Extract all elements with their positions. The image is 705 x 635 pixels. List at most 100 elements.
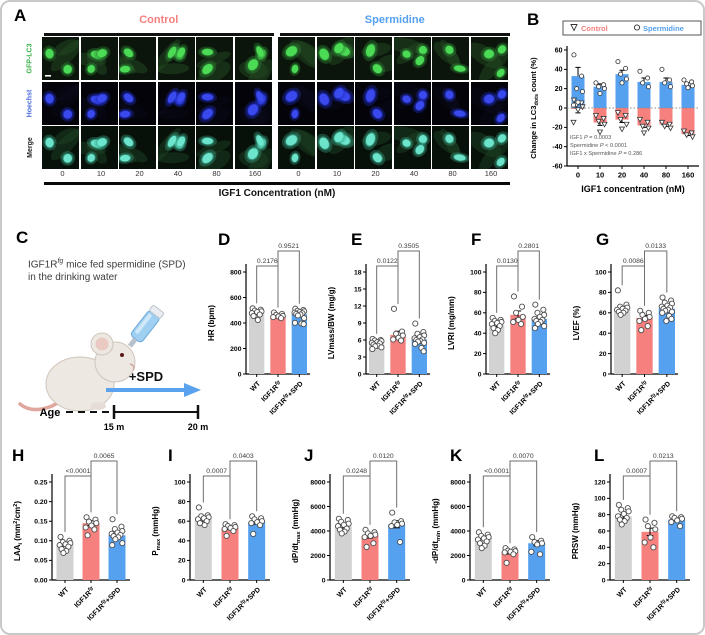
- panel-k: K 0 2000 4000 6000 8000 <0.0001 0.0070 WT IGF1Rfg…: [424, 446, 557, 633]
- micrograph-cell: [42, 81, 79, 125]
- micrograph-cell: [42, 126, 79, 169]
- concentration-label: 40: [409, 169, 419, 178]
- panel-d-letter: D: [218, 230, 231, 249]
- svg-text:0.9521: 0.9521: [278, 243, 299, 250]
- micrograph-cell: [355, 126, 392, 169]
- svg-text:40: 40: [178, 538, 186, 545]
- caption-line2: in the drinking water: [28, 271, 118, 283]
- svg-text:LVEF (%): LVEF (%): [572, 305, 581, 340]
- concentration-label: 40: [173, 169, 183, 178]
- svg-text:-60: -60: [552, 163, 562, 170]
- mouse-illustration: +SPD Age 15 m 20 m: [18, 305, 208, 432]
- microscopy-grid: GFP-LC3 Hoechst Merge: [27, 37, 509, 171]
- micrograph-cell: [157, 37, 195, 80]
- svg-text:0.0403: 0.0403: [233, 453, 254, 460]
- svg-text:80: 80: [474, 290, 482, 297]
- svg-text:80: 80: [178, 499, 186, 506]
- svg-text:0.0130: 0.0130: [497, 258, 518, 265]
- svg-text:LVRI (mg/mm): LVRI (mg/mm): [447, 296, 456, 350]
- panel-g: G 0 20 40 60 80 100 0.0086 0.0133 WT IGF1Rfg IGF1Rf…: [567, 230, 685, 439]
- microscopy-row: GFP-LC3: [27, 37, 509, 80]
- svg-text:40: 40: [555, 67, 563, 74]
- microscopy-row: Merge: [27, 126, 509, 169]
- row-label: Merge: [26, 137, 34, 158]
- svg-text:6000: 6000: [450, 504, 465, 511]
- svg-text:80: 80: [599, 290, 607, 297]
- panel-c-letter: C: [16, 228, 29, 247]
- svg-text:0.0122: 0.0122: [377, 258, 398, 265]
- svg-text:8000: 8000: [310, 479, 325, 486]
- panel-f-chart: 0204060801000.01300.2801WTIGF1RfgIGF1Rfg…: [447, 243, 550, 416]
- panel-b-letter: B: [527, 10, 540, 29]
- micrograph-cell: [432, 126, 469, 169]
- row-label: Hoechst: [26, 89, 34, 117]
- caption-genotype: IGF1R: [28, 259, 58, 271]
- svg-text:IGF1Rfg: IGF1Rfg: [211, 585, 235, 609]
- panel-e-letter: E: [351, 230, 363, 249]
- svg-text:WT: WT: [336, 586, 349, 599]
- panel-d: D 0 200 400 600 800 0.2176 0.9521 WT IGF1Rfg IGF1R…: [202, 230, 317, 439]
- micrograph-cell: [196, 81, 233, 125]
- svg-text:120: 120: [594, 479, 606, 486]
- svg-text:IGF1 concentration (nM): IGF1 concentration (nM): [581, 184, 685, 194]
- micrograph-cell: [234, 37, 272, 80]
- svg-text:60: 60: [599, 310, 607, 317]
- micrograph-cell: [470, 37, 508, 80]
- svg-text:Spermidine: Spermidine: [643, 24, 684, 33]
- svg-text:-dP/dtmin (mmHg): -dP/dtmin (mmHg): [431, 498, 442, 564]
- svg-text:4000: 4000: [450, 528, 465, 535]
- svg-text:WT: WT: [196, 586, 209, 599]
- micrograph-cell: [316, 81, 354, 125]
- svg-text:3: 3: [358, 354, 362, 361]
- panel-b: B Control Spermidine -60 -40 -20 0 20 40 60 IGF1 …: [525, 10, 703, 222]
- micrograph-cell: [157, 81, 195, 125]
- svg-text:60: 60: [598, 528, 606, 535]
- svg-text:IGF1Rfg: IGF1Rfg: [626, 379, 650, 403]
- panel-f-letter: F: [471, 230, 482, 249]
- micrograph-cell: [470, 126, 508, 169]
- svg-text:80: 80: [662, 171, 670, 180]
- svg-text:600: 600: [230, 295, 242, 302]
- micrograph-cell: [470, 81, 508, 125]
- svg-text:0.0133: 0.0133: [645, 243, 666, 250]
- svg-text:dP/dtmax (mmHg): dP/dtmax (mmHg): [291, 499, 302, 563]
- svg-text:2000: 2000: [310, 553, 325, 560]
- svg-text:0.2801: 0.2801: [518, 243, 539, 250]
- svg-text:60: 60: [474, 310, 482, 317]
- concentration-label: 10: [332, 169, 342, 178]
- concentration-label: 160: [248, 169, 262, 178]
- micrograph-cell: [278, 126, 315, 169]
- svg-text:40: 40: [474, 331, 482, 338]
- svg-text:20: 20: [178, 558, 186, 565]
- micrograph-cell: [316, 126, 354, 169]
- svg-text:<0.0001: <0.0001: [66, 468, 91, 475]
- panel-c: C IGF1Rfg mice fed spermidine (SPD) in t…: [12, 228, 217, 433]
- svg-text:0: 0: [559, 105, 563, 112]
- micrograph-cell: [234, 126, 272, 169]
- svg-text:LVmass/BW (mg/g): LVmass/BW (mg/g): [327, 287, 336, 360]
- svg-text:20: 20: [618, 171, 626, 180]
- svg-text:0.0120: 0.0120: [373, 453, 394, 460]
- svg-text:0.10: 0.10: [34, 538, 47, 545]
- svg-text:0.0007: 0.0007: [626, 468, 647, 475]
- svg-text:IGF1Rfg: IGF1Rfg: [351, 585, 375, 609]
- micrograph-cell: [432, 37, 469, 80]
- svg-text:0.20: 0.20: [34, 499, 47, 506]
- svg-text:60: 60: [178, 519, 186, 526]
- svg-text:0: 0: [602, 577, 606, 584]
- svg-text:40: 40: [640, 171, 648, 180]
- concentration-label: 80: [448, 169, 457, 178]
- svg-text:WT: WT: [489, 380, 502, 393]
- svg-text:100: 100: [470, 269, 482, 276]
- micrograph-cell: [393, 126, 431, 169]
- concentration-label: 160: [484, 169, 498, 178]
- svg-text:40: 40: [599, 331, 607, 338]
- svg-text:IGF1Rfg: IGF1Rfg: [72, 585, 96, 609]
- concentration-label: 10: [96, 169, 106, 178]
- svg-text:0: 0: [182, 577, 186, 584]
- micrograph-cell: [234, 81, 272, 125]
- panel-b-chart: Control Spermidine -60 -40 -20 0 20 40 60 IGF1 P …: [529, 20, 702, 194]
